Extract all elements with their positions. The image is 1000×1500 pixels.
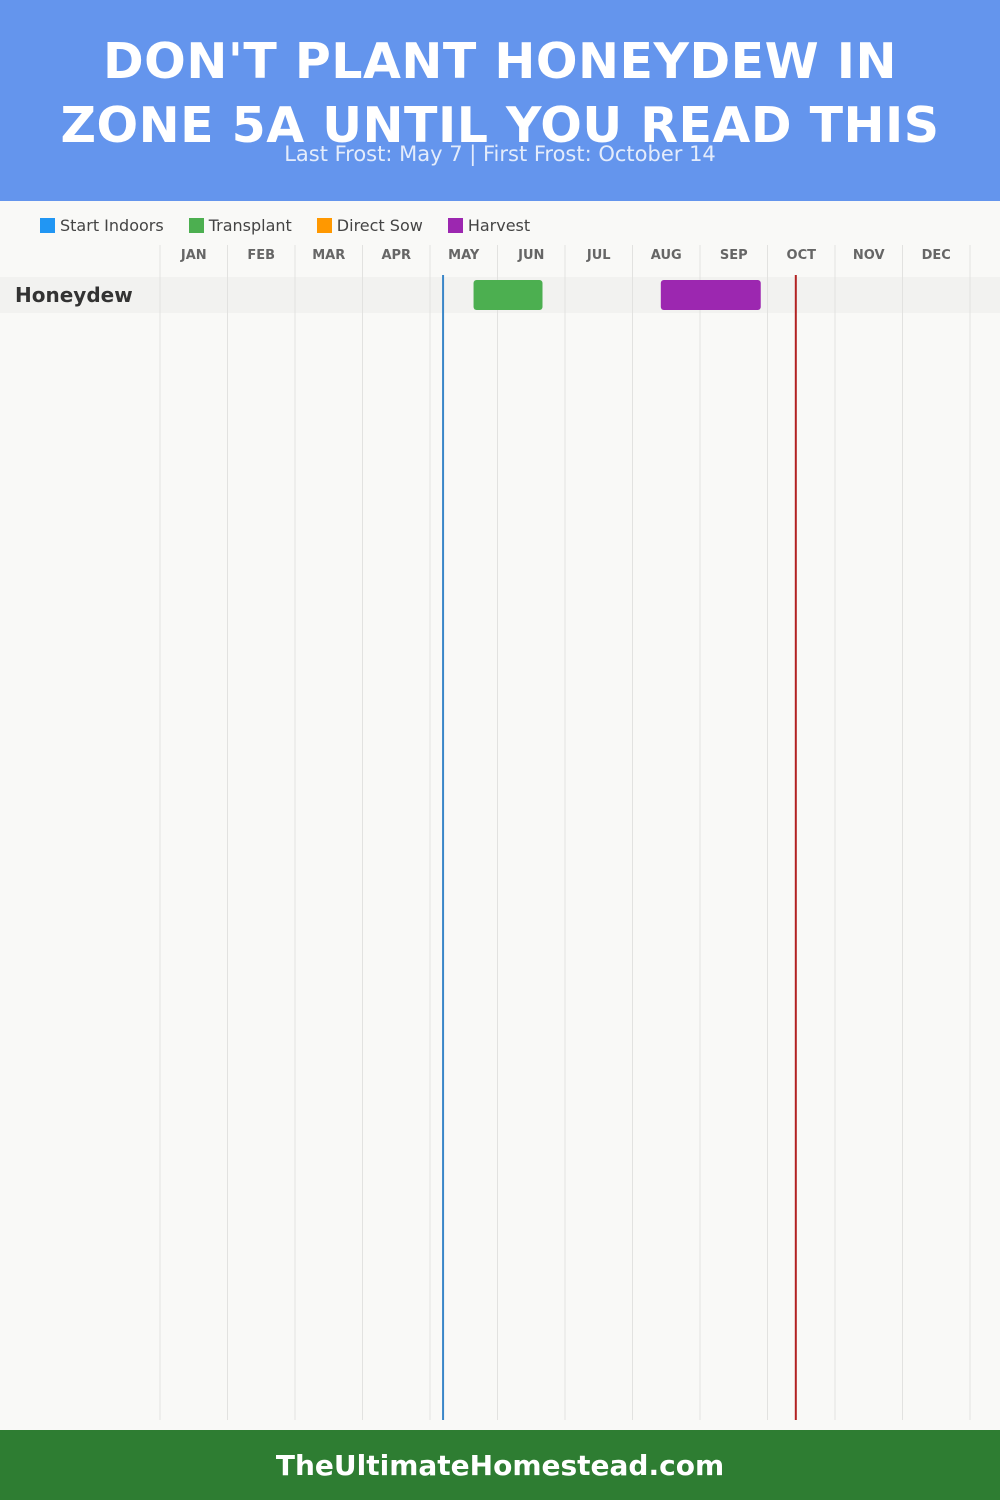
legend-label: Start Indoors	[60, 215, 164, 235]
legend-label: Transplant	[208, 215, 292, 235]
month-label: NOV	[853, 248, 885, 263]
month-label: SEP	[720, 248, 748, 263]
month-label: JAN	[180, 248, 207, 263]
start-indoors-swatch	[40, 217, 55, 233]
page-title: DON'T PLANT HONEYDEW IN ZONE 5A UNTIL YO…	[0, 30, 1000, 158]
header: DON'T PLANT HONEYDEW IN ZONE 5A UNTIL YO…	[0, 0, 1000, 201]
month-label: DEC	[922, 248, 951, 263]
month-label: JUL	[586, 248, 611, 263]
transplant-swatch	[188, 217, 204, 233]
month-label: OCT	[787, 248, 817, 263]
legend-item-transplant: Transplant	[188, 215, 292, 235]
legend-item-direct-sow: Direct Sow	[316, 215, 423, 235]
planting-calendar-chart: JAN FEB MAR APR MAY JUN JUL AUG SEP OCT NOV DEC Hone…	[0, 245, 1000, 1420]
bar-transplant	[473, 280, 543, 310]
month-label: FEB	[247, 248, 275, 263]
month-label: AUG	[651, 248, 682, 263]
title-line-2: ZONE 5A UNTIL YOU READ THIS	[60, 97, 940, 154]
legend: Start Indoors Transplant Direct Sow Harv…	[40, 214, 555, 236]
crop-label: Honeydew	[15, 283, 133, 307]
harvest-swatch	[447, 217, 463, 233]
month-label: MAY	[448, 248, 480, 263]
title-line-1: DON'T PLANT HONEYDEW IN	[103, 33, 897, 90]
month-label: MAR	[312, 248, 345, 263]
month-label: JUN	[517, 248, 544, 263]
month-label: APR	[381, 248, 411, 263]
legend-label: Harvest	[467, 215, 531, 235]
footer: TheUltimateHomestead.com	[0, 1430, 1000, 1500]
legend-label: Direct Sow	[336, 215, 423, 235]
legend-item-harvest: Harvest	[447, 215, 531, 235]
legend-item-start-indoors: Start Indoors	[40, 216, 164, 235]
bar-harvest	[660, 280, 761, 310]
frost-dates-subtitle: Last Frost: May 7 | First Frost: October…	[284, 142, 716, 166]
footer-site-name: TheUltimateHomestead.com	[275, 1448, 725, 1482]
direct-sow-swatch	[316, 217, 332, 233]
